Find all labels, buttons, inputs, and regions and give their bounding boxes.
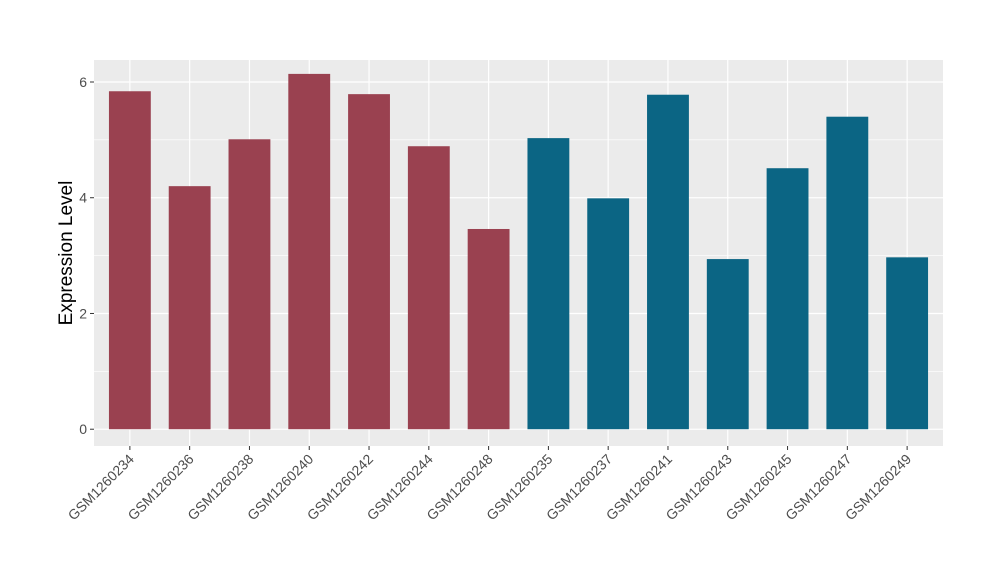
bar-GSM1260235 [527, 138, 570, 430]
y-tick-label: 4 [79, 190, 87, 206]
bar-GSM1260242 [348, 94, 390, 430]
y-tick-label: 2 [79, 305, 87, 321]
plot-panel [94, 60, 943, 446]
y-tick-label: 0 [79, 421, 87, 437]
y-tick-label: 6 [79, 74, 87, 90]
y-axis-label: Expression Level [56, 181, 77, 326]
bar-GSM1260236 [168, 186, 211, 430]
bar-GSM1260248 [467, 228, 510, 430]
bar-GSM1260237 [587, 198, 630, 430]
bar-GSM1260241 [647, 94, 689, 430]
bar-GSM1260240 [288, 73, 331, 430]
bar-GSM1260245 [766, 168, 809, 430]
bar-GSM1260238 [228, 139, 271, 430]
bar-GSM1260249 [886, 257, 929, 430]
bar-GSM1260243 [706, 259, 749, 430]
bar-GSM1260247 [826, 116, 869, 430]
bar-GSM1260244 [407, 146, 450, 430]
bar-GSM1260234 [108, 91, 151, 430]
